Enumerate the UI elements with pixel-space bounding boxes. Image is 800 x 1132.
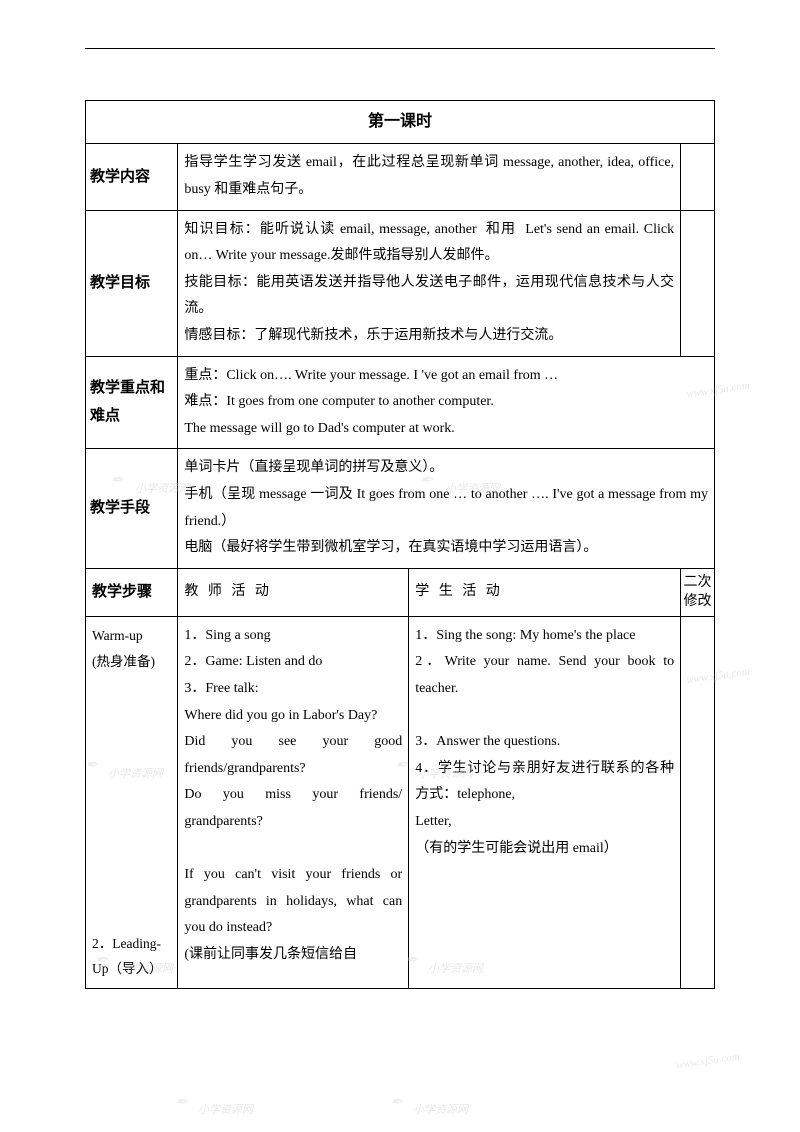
lesson-plan-table: 第一课时 教学内容 指导学生学习发送 email，在此过程总呈现新单词 mess…	[85, 100, 715, 989]
student-activity-header: 学 生 活 动	[409, 568, 681, 616]
row-label-objective: 教学目标	[86, 210, 178, 356]
row-label-steps: 教学步骤	[86, 568, 178, 616]
watermark-text: 小学资源网	[198, 1101, 253, 1117]
objective-text: 知识目标：能听说认读 email, message, another 和用 Le…	[178, 210, 681, 356]
revision-header: 二次修改	[681, 568, 715, 616]
row-label-content: 教学内容	[86, 144, 178, 210]
teacher-activity-header: 教 师 活 动	[178, 568, 409, 616]
top-rule-line	[85, 48, 715, 49]
warmup-label: Warm-up (热身准备) 2．Leading-Up（导入）	[86, 616, 178, 988]
watermark-logo: ✒	[390, 1092, 403, 1112]
row-label-method: 教学手段	[86, 449, 178, 568]
warmup-student: 1．Sing the song: My home's the place 2．W…	[409, 616, 681, 988]
content-narrow	[681, 144, 715, 210]
lesson-title: 第一课时	[86, 101, 715, 144]
watermark-logo: ✒	[175, 1092, 188, 1112]
row-label-focus: 教学重点和难点	[86, 356, 178, 449]
focus-text: 重点：Click on…. Write your message. I 've …	[178, 356, 715, 449]
objective-narrow	[681, 210, 715, 356]
warmup-teacher: 1．Sing a song 2．Game: Listen and do 3．Fr…	[178, 616, 409, 988]
warmup-narrow	[681, 616, 715, 988]
method-text: 单词卡片（直接呈现单词的拼写及意义）。 手机（呈现 message 一词及 It…	[178, 449, 715, 568]
watermark-text: 小学资源网	[413, 1101, 468, 1117]
watermark-url: www.xj5u.com	[676, 1051, 741, 1072]
content-text: 指导学生学习发送 email，在此过程总呈现新单词 message, anoth…	[178, 144, 681, 210]
